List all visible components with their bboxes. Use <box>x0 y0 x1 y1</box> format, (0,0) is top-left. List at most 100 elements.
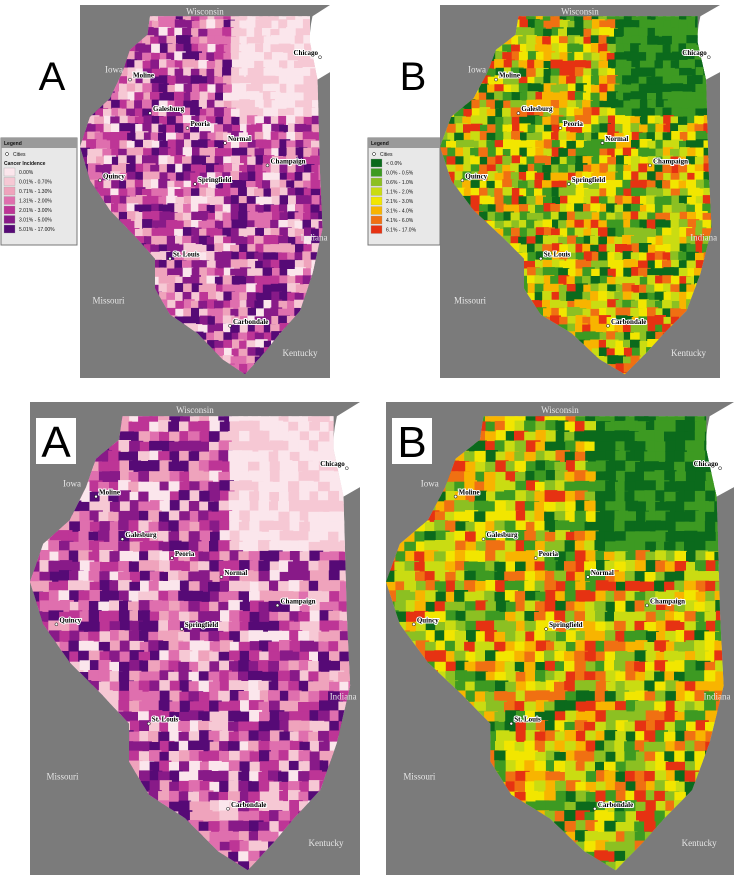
legend-swatch <box>4 197 15 205</box>
city-marker <box>169 257 172 260</box>
legend-swatch <box>371 178 382 186</box>
city-label: St. Louis <box>173 251 200 259</box>
legend-swatch <box>371 207 382 215</box>
legend-swatch <box>371 188 382 196</box>
state-label: Iowa <box>105 64 123 74</box>
city-marker <box>129 78 132 81</box>
legend-label: 4.1% - 6.0% <box>386 218 414 224</box>
region <box>218 540 231 553</box>
state-label: Iowa <box>63 478 81 488</box>
city-marker <box>345 467 348 470</box>
map-panel: WisconsinIowaMissouriKentuckyIndianaChic… <box>438 3 725 385</box>
state-label: Indiana <box>330 691 357 701</box>
city-marker <box>149 112 152 115</box>
state-label: Missouri <box>454 296 487 306</box>
city-label: Chicago <box>320 460 345 468</box>
city-label: Quincy <box>103 172 125 180</box>
city-label: Springfield <box>198 176 232 184</box>
state-label: Missouri <box>93 296 126 306</box>
legend: LegendCities< 0.0%0.0% - 0.5%0.6% - 1.0%… <box>368 138 440 245</box>
legend-label: 0.00% <box>19 170 34 176</box>
region <box>308 470 321 482</box>
city-marker <box>707 56 710 59</box>
legend-swatch <box>371 159 382 167</box>
city-marker <box>539 257 542 260</box>
panel-letter: A <box>39 55 66 99</box>
city-label: Chicago <box>682 49 707 57</box>
city-label: Normal <box>224 569 247 577</box>
city-marker <box>559 127 562 130</box>
city-label: Chicago <box>294 49 319 57</box>
legend-subtitle: Cancer Incidence <box>4 161 46 167</box>
legend-label: 1.31% - 2.00% <box>19 199 52 205</box>
legend-label: 2.01% - 3.00% <box>19 208 52 214</box>
city-marker <box>170 557 173 560</box>
city-marker <box>319 56 322 59</box>
state-label: Wisconsin <box>186 7 224 17</box>
legend-swatch <box>371 226 382 234</box>
state-label: Wisconsin <box>176 405 214 415</box>
city-marker <box>180 628 183 631</box>
state-label: Kentucky <box>671 348 706 358</box>
legend-swatch <box>371 216 382 224</box>
city-marker <box>601 142 604 145</box>
legend-label: 5.01% - 17.00% <box>19 227 55 233</box>
city-marker <box>121 538 124 541</box>
legend-label: 0.6% - 1.0% <box>386 180 414 186</box>
legend-swatch <box>4 206 15 214</box>
city-label: Normal <box>605 135 628 143</box>
legend-label: 3.01% - 5.00% <box>19 218 52 224</box>
city-marker <box>266 164 269 167</box>
legend-swatch <box>4 216 15 224</box>
legend-cities: Cities <box>13 152 26 158</box>
city-label: Champaign <box>653 157 688 165</box>
legend-label: 2.1% - 3.0% <box>386 199 414 205</box>
legend-swatch <box>4 225 15 233</box>
city-label: Peoria <box>191 120 211 128</box>
state-label: Iowa <box>468 64 486 74</box>
city-label: Quincy <box>465 172 487 180</box>
city-label: Peoria <box>563 120 583 128</box>
city-label: Galesburg <box>153 105 185 113</box>
legend-swatch <box>4 178 15 186</box>
city-marker <box>227 807 230 810</box>
map-panel: WisconsinIowaMissouriKentuckyIndianaChic… <box>78 3 341 386</box>
city-marker <box>220 576 223 579</box>
legend-city-marker <box>373 153 376 156</box>
legend-title: Legend <box>371 141 389 147</box>
figure: Wisconsin Iowa Missouri Kentucky Indiana Chic… <box>0 0 739 880</box>
legend: Legend Cities Cancer Incidence 0.00% 0.01% -… <box>1 138 77 245</box>
city-marker <box>95 495 98 498</box>
city-label: Galesburg <box>521 105 553 113</box>
city-marker <box>649 164 652 167</box>
city-marker <box>461 179 464 182</box>
region <box>299 750 312 762</box>
city-label: Champaign <box>271 157 306 165</box>
city-label: Moline <box>499 72 520 80</box>
legend-label: 0.71% - 1.30% <box>19 189 52 195</box>
city-marker <box>224 142 227 145</box>
city-label: Carbondale <box>233 318 268 326</box>
city-label: Champaign <box>281 597 316 605</box>
city-label: Carbondale <box>231 801 266 809</box>
city-marker <box>55 623 58 626</box>
city-marker <box>495 78 498 81</box>
city-label: Peoria <box>175 550 195 558</box>
city-label: Moline <box>133 72 154 80</box>
legend-cities: Cities <box>380 152 393 158</box>
legend-label: 0.01% - 0.70% <box>19 180 52 186</box>
state-label: Kentucky <box>309 838 344 848</box>
city-marker <box>194 183 197 186</box>
city-label: St. Louis <box>544 251 571 259</box>
city-label: Springfield <box>572 176 606 184</box>
city-label: St. Louis <box>152 716 179 724</box>
state-label: Indiana <box>301 232 328 242</box>
legend-title: Legend <box>4 141 22 147</box>
legend-label: 3.1% - 4.0% <box>386 209 414 215</box>
city-marker <box>229 324 232 327</box>
city-label: Galesburg <box>125 531 157 539</box>
city-label: Normal <box>228 135 251 143</box>
city-marker <box>517 112 520 115</box>
legend-label: 1.1% - 2.0% <box>386 190 414 196</box>
city-label: Springfield <box>185 621 219 629</box>
